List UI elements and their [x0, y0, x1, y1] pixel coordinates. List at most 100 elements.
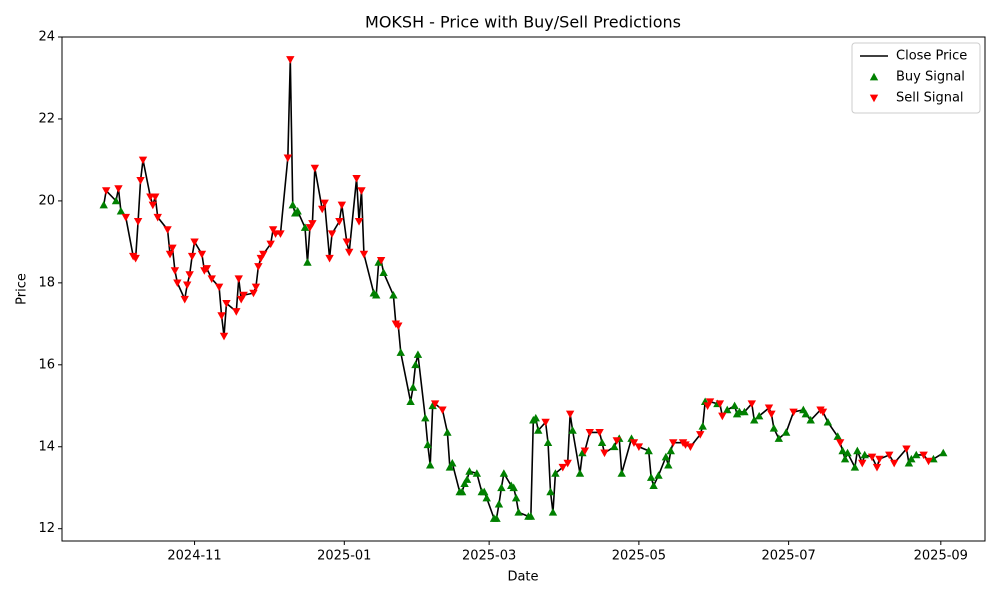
sell-marker	[232, 308, 241, 316]
buy-marker	[406, 397, 415, 406]
buy-marker	[610, 442, 619, 451]
buy-marker	[801, 409, 811, 418]
sell-marker	[354, 218, 364, 226]
buy-marker	[531, 413, 540, 422]
sell-marker	[718, 412, 727, 421]
buy-marker	[546, 487, 555, 496]
sell-marker	[767, 410, 776, 419]
buy-marker	[575, 469, 585, 477]
buy-marker	[423, 440, 432, 449]
sell-marker	[173, 279, 182, 288]
buy-marker	[389, 290, 398, 299]
y-axis-label: Price	[15, 273, 30, 305]
sell-marker	[818, 408, 828, 417]
sell-marker	[168, 244, 177, 253]
sell-marker	[187, 252, 197, 261]
sell-marker	[197, 250, 207, 259]
buy-marker	[597, 438, 607, 447]
sell-marker	[541, 418, 550, 427]
sell-marker	[359, 250, 369, 259]
legend-swatch	[869, 94, 879, 103]
buy-marker	[457, 487, 467, 496]
x-tick-label: 2025-01	[317, 549, 371, 564]
sell-marker	[202, 265, 212, 273]
sell-marker	[207, 275, 216, 283]
sell-marker	[286, 56, 295, 64]
buy-marker	[526, 512, 536, 520]
sell-marker	[121, 213, 131, 222]
buy-marker	[445, 463, 455, 471]
sell-marker	[259, 250, 268, 259]
y-tick-label: 14	[38, 439, 55, 454]
sell-marker	[234, 275, 243, 283]
buy-marker	[421, 413, 430, 422]
buy-marker	[480, 487, 489, 496]
sell-marker	[318, 205, 327, 214]
sell-marker	[163, 226, 172, 234]
buy-marker	[426, 460, 435, 469]
sell-marker	[634, 443, 644, 451]
buy-marker	[494, 499, 504, 508]
x-tick-label: 2025-03	[462, 549, 516, 564]
buy-marker	[912, 450, 921, 459]
buy-marker	[511, 493, 521, 502]
sell-marker	[335, 218, 344, 226]
buy-marker	[396, 348, 405, 356]
buy-marker	[497, 483, 506, 492]
buy-marker	[116, 206, 126, 215]
buy-marker	[649, 481, 658, 490]
buy-marker	[514, 508, 523, 516]
y-tick-label: 12	[38, 521, 55, 536]
buy-marker	[288, 200, 297, 209]
sell-marker	[764, 404, 774, 413]
sell-marker	[352, 175, 361, 183]
buy-marker	[646, 473, 656, 481]
sell-marker	[600, 449, 609, 458]
sell-marker	[558, 463, 567, 472]
sell-marker	[696, 431, 705, 439]
sell-marker	[345, 248, 354, 257]
buy-marker	[543, 438, 553, 447]
sell-marker	[595, 429, 604, 437]
sell-marker	[101, 187, 111, 195]
buy-marker	[833, 432, 842, 440]
sell-marker	[705, 398, 715, 406]
sell-marker	[867, 453, 877, 462]
buy-marker	[499, 469, 509, 477]
sell-marker	[919, 451, 928, 460]
sell-marker	[357, 187, 366, 195]
sell-marker	[563, 459, 572, 468]
legend-label: Buy Signal	[896, 70, 965, 85]
buy-marker	[698, 422, 707, 430]
buy-marker	[860, 450, 869, 459]
sell-marker	[376, 256, 386, 265]
sell-marker	[686, 443, 695, 451]
sell-marker	[249, 289, 258, 298]
buy-marker	[723, 405, 732, 414]
x-tick-label: 2025-09	[914, 549, 968, 564]
buy-marker	[617, 469, 626, 477]
buy-marker	[448, 458, 457, 467]
buy-marker	[411, 360, 420, 369]
buy-marker	[850, 463, 860, 471]
sell-marker	[872, 463, 882, 472]
chart-title: MOKSH - Price with Buy/Sell Predictions	[365, 13, 681, 32]
plot-frame	[61, 36, 986, 542]
buy-marker	[840, 454, 850, 463]
buy-marker	[654, 471, 663, 479]
buy-marker	[843, 448, 852, 457]
buy-marker	[548, 508, 558, 516]
sell-marker	[133, 218, 143, 226]
sell-marker	[153, 213, 162, 222]
sell-marker	[254, 263, 263, 271]
buy-marker	[666, 446, 675, 455]
sell-marker	[131, 254, 140, 263]
sell-marker	[858, 459, 867, 468]
buy-marker	[664, 460, 673, 469]
buy-marker	[465, 467, 474, 475]
sell-marker	[165, 250, 175, 259]
sell-marker	[283, 154, 293, 163]
x-tick-label: 2024-11	[167, 549, 221, 564]
sell-marker	[217, 312, 226, 320]
